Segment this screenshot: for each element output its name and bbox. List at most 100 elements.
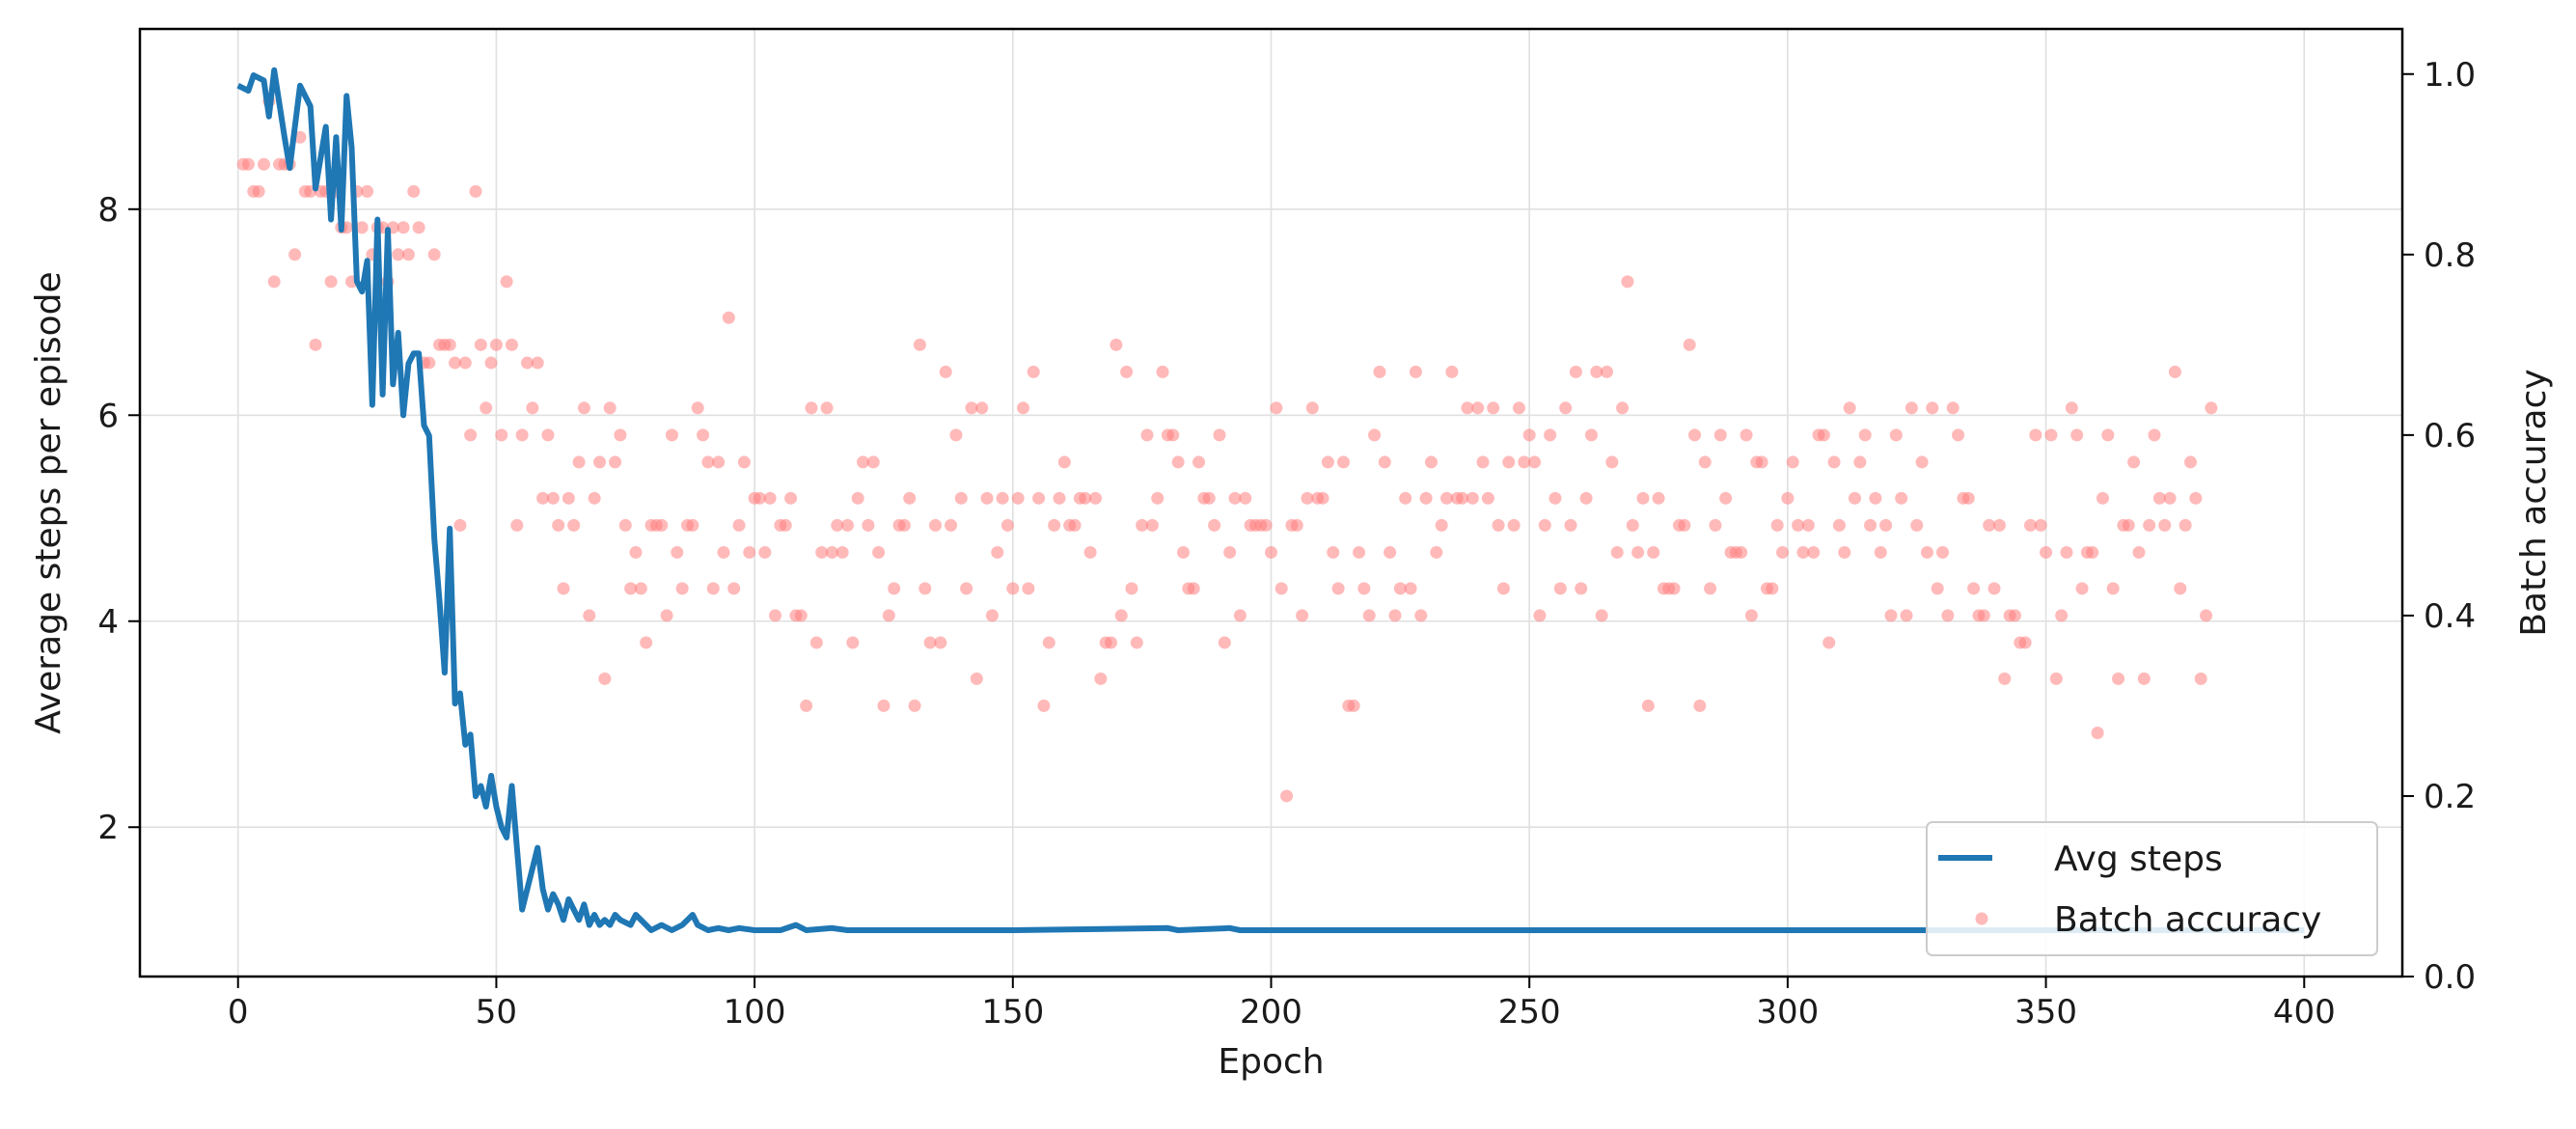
accuracy-point — [1057, 455, 1071, 469]
accuracy-point — [862, 518, 875, 532]
accuracy-point — [1487, 401, 1500, 415]
accuracy-point — [2060, 545, 2073, 559]
accuracy-point — [257, 157, 270, 171]
accuracy-point — [1347, 699, 1360, 712]
accuracy-point — [1336, 455, 1350, 469]
accuracy-point — [1647, 545, 1660, 559]
accuracy-point — [1384, 545, 1397, 559]
accuracy-point — [510, 518, 524, 532]
accuracy-point — [267, 275, 281, 289]
accuracy-point — [1735, 545, 1748, 559]
accuracy-point — [1079, 491, 1092, 505]
accuracy-point — [449, 356, 462, 370]
accuracy-point — [1704, 582, 1717, 595]
accuracy-point — [1176, 545, 1190, 559]
accuracy-point — [1327, 545, 1340, 559]
accuracy-point — [515, 428, 529, 442]
accuracy-point — [928, 518, 942, 532]
accuracy-point — [1296, 609, 1309, 622]
accuracy-point — [1605, 455, 1619, 469]
accuracy-point — [1105, 636, 1118, 649]
accuracy-point — [1889, 428, 1903, 442]
accuracy-point — [888, 582, 901, 595]
accuracy-point — [1166, 428, 1180, 442]
y-right-tick-label: 0.2 — [2424, 778, 2476, 816]
accuracy-point — [732, 518, 746, 532]
accuracy-point — [1094, 672, 1108, 685]
accuracy-point — [624, 582, 638, 595]
accuracy-point — [1792, 518, 1805, 532]
accuracy-point — [934, 636, 947, 649]
accuracy-point — [954, 491, 968, 505]
avg-steps-line — [236, 67, 2305, 933]
accuracy-point — [1083, 545, 1097, 559]
accuracy-point — [407, 184, 421, 198]
accuracy-point — [1961, 491, 1975, 505]
accuracy-point — [805, 401, 818, 415]
x-tick-label: 400 — [2273, 993, 2336, 1032]
accuracy-point — [2034, 518, 2047, 532]
accuracy-point — [743, 545, 756, 559]
accuracy-point — [572, 455, 586, 469]
accuracy-point — [836, 545, 849, 559]
accuracy-point — [913, 338, 926, 351]
accuracy-point — [489, 338, 503, 351]
accuracy-point — [2152, 491, 2166, 505]
accuracy-point — [846, 636, 860, 649]
accuracy-point — [1476, 455, 1490, 469]
accuracy-point — [1233, 609, 1247, 622]
accuracy-point — [1915, 455, 1929, 469]
accuracy-point — [592, 455, 606, 469]
y-left-tick-label: 4 — [97, 603, 119, 642]
accuracy-point — [1378, 455, 1391, 469]
accuracy-point — [1011, 491, 1025, 505]
accuracy-point — [1992, 518, 2006, 532]
accuracy-point — [1430, 545, 1443, 559]
accuracy-point — [1032, 491, 1046, 505]
accuracy-point — [1864, 518, 1877, 532]
accuracy-point — [309, 338, 322, 351]
accuracy-point — [1884, 609, 1898, 622]
accuracy-point — [1920, 545, 1933, 559]
accuracy-point — [1848, 491, 1861, 505]
accuracy-point — [851, 491, 864, 505]
accuracy-point — [458, 356, 472, 370]
accuracy-point — [660, 609, 673, 622]
accuracy-point — [1683, 338, 1696, 351]
axis-layer: 0 50 100 150 200 250 300 350 400 2 4 6 8 0.0 0.2 0.4 0.6… — [97, 56, 2476, 1032]
accuracy-point — [722, 311, 735, 324]
accuracy-point — [562, 491, 575, 505]
accuracy-point — [697, 428, 710, 442]
accuracy-point — [1404, 582, 1417, 595]
accuracy-point — [500, 275, 513, 289]
accuracy-point — [1518, 455, 1531, 469]
accuracy-point — [706, 582, 720, 595]
accuracy-point — [1967, 582, 1981, 595]
y-axis-left-label: Average steps per episode — [29, 271, 69, 733]
accuracy-point — [1388, 609, 1402, 622]
accuracy-point — [727, 582, 741, 595]
accuracy-point — [1952, 428, 1965, 442]
accuracy-point — [2127, 455, 2141, 469]
accuracy-point — [1048, 518, 1061, 532]
accuracy-point — [1564, 518, 1577, 532]
accuracy-point — [1000, 518, 1014, 532]
accuracy-point — [1755, 455, 1768, 469]
accuracy-point — [1858, 428, 1872, 442]
accuracy-point — [401, 248, 415, 262]
y-right-tick-label: 0.6 — [2424, 417, 2476, 455]
accuracy-point — [505, 338, 518, 351]
accuracy-point — [2049, 672, 2063, 685]
accuracy-point — [1575, 582, 1588, 595]
accuracy-point — [1631, 545, 1645, 559]
y-right-tick-label: 0.4 — [2424, 597, 2476, 636]
accuracy-point — [1362, 609, 1376, 622]
accuracy-point — [1713, 428, 1727, 442]
accuracy-point — [536, 491, 550, 505]
accuracy-point — [1140, 428, 1154, 442]
accuracy-point — [2101, 428, 2115, 442]
accuracy-point — [427, 248, 441, 262]
accuracy-point — [918, 582, 932, 595]
accuracy-point — [1471, 401, 1485, 415]
accuracy-point — [945, 518, 958, 532]
